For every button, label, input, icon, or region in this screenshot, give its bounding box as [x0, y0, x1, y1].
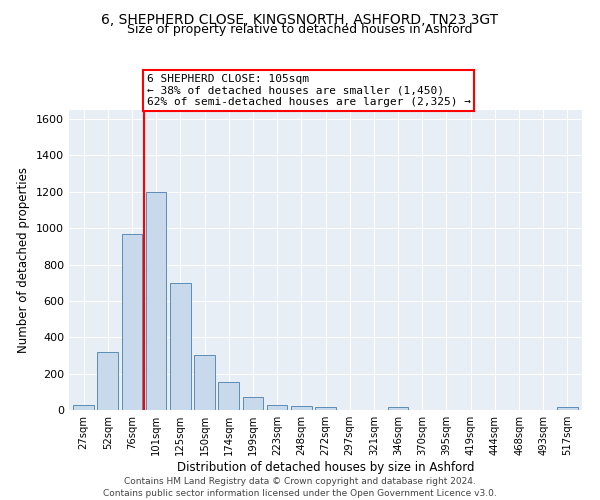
- Bar: [97, 352, 118, 410]
- Text: Contains HM Land Registry data © Crown copyright and database right 2024.
Contai: Contains HM Land Registry data © Crown c…: [103, 476, 497, 498]
- Bar: [122, 234, 142, 410]
- Y-axis label: Number of detached properties: Number of detached properties: [17, 167, 31, 353]
- Bar: [388, 408, 409, 410]
- Text: 6 SHEPHERD CLOSE: 105sqm
← 38% of detached houses are smaller (1,450)
62% of sem: 6 SHEPHERD CLOSE: 105sqm ← 38% of detach…: [146, 74, 470, 107]
- Bar: [73, 404, 94, 410]
- Bar: [146, 192, 166, 410]
- Bar: [557, 408, 578, 410]
- Bar: [170, 282, 191, 410]
- X-axis label: Distribution of detached houses by size in Ashford: Distribution of detached houses by size …: [177, 461, 474, 474]
- Bar: [218, 382, 239, 410]
- Text: Size of property relative to detached houses in Ashford: Size of property relative to detached ho…: [127, 22, 473, 36]
- Bar: [194, 356, 215, 410]
- Bar: [267, 404, 287, 410]
- Text: 6, SHEPHERD CLOSE, KINGSNORTH, ASHFORD, TN23 3GT: 6, SHEPHERD CLOSE, KINGSNORTH, ASHFORD, …: [101, 12, 499, 26]
- Bar: [315, 408, 336, 410]
- Bar: [291, 406, 311, 410]
- Bar: [242, 398, 263, 410]
